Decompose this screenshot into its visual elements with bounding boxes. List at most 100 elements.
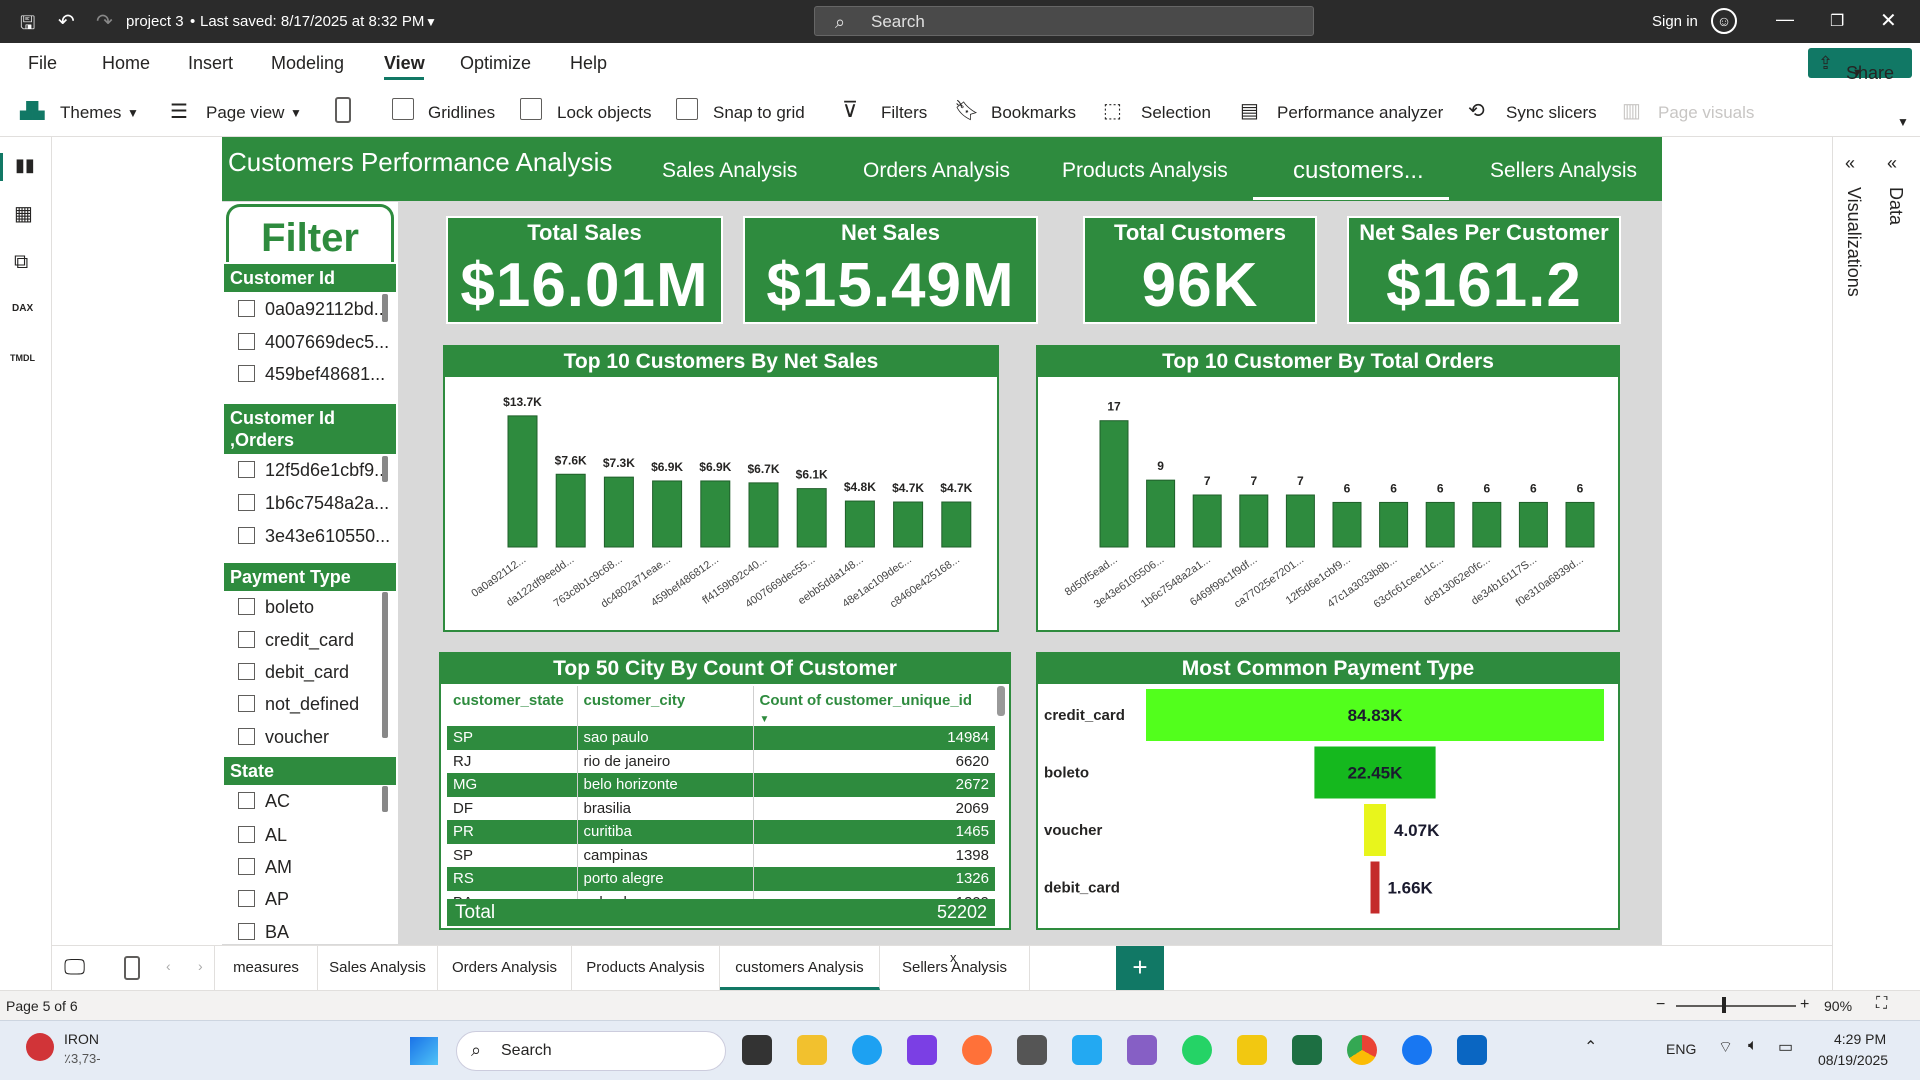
kpi-net-sales[interactable]: Net Sales $15.49M	[743, 216, 1038, 324]
firefox-icon[interactable]	[962, 1035, 992, 1065]
nav-customers-analysis[interactable]: customers...	[1293, 157, 1424, 184]
chart-top10-net-sales[interactable]: Top 10 Customers By Net Sales $13.7K 0a0a…	[443, 345, 999, 632]
mobile-layout-icon[interactable]	[124, 956, 140, 980]
kpi-total-customers[interactable]: Total Customers 96K	[1083, 216, 1317, 324]
restore-icon[interactable]: ❐	[1830, 13, 1845, 30]
bar[interactable]	[941, 501, 972, 548]
desktop-layout-icon[interactable]: 🖵	[64, 954, 86, 979]
zoom-slider-thumb[interactable]	[1722, 997, 1726, 1013]
themes-button[interactable]: Themes	[60, 103, 122, 122]
menu-optimize[interactable]: Optimize	[460, 53, 532, 73]
redo-icon[interactable]: ↷	[96, 11, 113, 33]
slicer-scrollbar[interactable]	[382, 456, 388, 482]
bar[interactable]	[603, 476, 634, 548]
nav-orders-analysis[interactable]: Orders Analysis	[863, 159, 1011, 182]
bar[interactable]	[1192, 494, 1222, 548]
bookmarks-button[interactable]: Bookmarks	[991, 103, 1077, 122]
bar[interactable]	[1332, 501, 1362, 548]
bar[interactable]	[1565, 501, 1595, 548]
chevron-down-icon[interactable]: ▼	[425, 15, 437, 29]
zoom-slider[interactable]	[1676, 1005, 1796, 1007]
slicer-item[interactable]: 12f5d6e1cbf9...	[238, 460, 389, 481]
stock-widget-icon[interactable]	[26, 1033, 54, 1061]
funnel-bar[interactable]	[1314, 746, 1436, 799]
tmdl-view-icon[interactable]: TMDL	[10, 353, 35, 363]
slicer-item[interactable]: debit_card	[238, 662, 349, 683]
volume-icon[interactable]: 🔈︎	[1748, 1037, 1758, 1054]
page-tab-customers-analysis[interactable]: customers Analysis	[720, 946, 880, 990]
share-button[interactable]: ⇪ Share ▼	[1808, 48, 1912, 83]
bar[interactable]	[1285, 494, 1315, 548]
lock-objects-checkbox[interactable]	[520, 98, 542, 125]
linkedin-icon[interactable]	[1457, 1035, 1487, 1065]
sync-slicers-button[interactable]: Sync slicers	[1506, 103, 1597, 122]
bar[interactable]	[652, 480, 683, 548]
bar[interactable]	[796, 488, 827, 548]
save-icon[interactable]: 🖫	[20, 13, 36, 33]
bar[interactable]	[1239, 494, 1269, 548]
bar[interactable]	[1425, 501, 1455, 548]
table-view-icon[interactable]: ▦	[14, 203, 33, 225]
bar[interactable]	[507, 415, 538, 548]
table-row[interactable]: RS porto alegre 1326	[447, 867, 995, 891]
header-customer-state[interactable]: customer_state	[447, 686, 578, 726]
dax-query-icon[interactable]: DAX	[12, 303, 34, 314]
data-pane-label[interactable]: Data	[1886, 187, 1906, 226]
page-tab-orders-analysis[interactable]: Orders Analysis	[438, 946, 572, 990]
bar[interactable]	[1146, 479, 1176, 548]
slicer-item[interactable]: credit_card	[238, 630, 354, 651]
table-row[interactable]: SP campinas 1398	[447, 843, 995, 867]
zoom-out-icon[interactable]: −	[1656, 996, 1666, 1013]
bar[interactable]	[893, 501, 924, 548]
menu-modeling[interactable]: Modeling	[271, 53, 345, 73]
slicer-scrollbar[interactable]	[382, 786, 388, 812]
chrome-icon[interactable]	[1347, 1035, 1377, 1065]
page-view-button[interactable]: Page view	[206, 103, 285, 122]
report-view-icon[interactable]: ▮▮	[15, 155, 35, 175]
nav-products-analysis[interactable]: Products Analysis	[1062, 159, 1228, 182]
page-tab-measures[interactable]: measures	[214, 946, 318, 990]
collapse-data-icon[interactable]: «	[1887, 153, 1898, 173]
slicer-item[interactable]: AC	[238, 791, 290, 812]
table-row[interactable]: MG belo horizonte 2672	[447, 773, 995, 797]
avatar-icon[interactable]: ☺	[1711, 8, 1737, 34]
last-saved[interactable]: Last saved: 8/17/2025 at 8:32 PM	[200, 13, 425, 30]
slicer-item[interactable]: voucher	[238, 727, 329, 748]
chevron-down-icon[interactable]: ▼	[1897, 115, 1909, 129]
chart-top10-total-orders[interactable]: Top 10 Customer By Total Orders 17 8d50f5…	[1036, 345, 1620, 632]
gridlines-checkbox[interactable]	[392, 98, 414, 125]
store-icon[interactable]	[907, 1035, 937, 1065]
zoom-in-icon[interactable]: +	[1800, 996, 1810, 1013]
slicer-item[interactable]: 0a0a92112bd...	[238, 299, 389, 320]
wifi-icon[interactable]: ⌔	[1718, 1039, 1734, 1056]
performance-analyzer-button[interactable]: Performance analyzer	[1277, 103, 1444, 122]
facebook-icon[interactable]	[1402, 1035, 1432, 1065]
bar[interactable]	[748, 482, 779, 548]
edge-icon[interactable]	[852, 1035, 882, 1065]
chevron-down-icon[interactable]: ▼	[290, 106, 302, 120]
chart-payment-type[interactable]: Most Common Payment Type credit_card 84.8…	[1036, 652, 1620, 930]
whatsapp-icon[interactable]	[1182, 1035, 1212, 1065]
slicer-scrollbar[interactable]	[382, 294, 388, 322]
taskbar-search-input[interactable]: ⌕ Search	[456, 1031, 726, 1071]
funnel-bar[interactable]	[1146, 689, 1604, 741]
page-tab-sales-analysis[interactable]: Sales Analysis	[318, 946, 438, 990]
header-customer-city[interactable]: customer_city	[577, 686, 754, 726]
funnel-bar[interactable]	[1370, 861, 1380, 914]
fit-to-page-icon[interactable]: ⛶	[1876, 995, 1888, 1012]
zoom-level[interactable]: 90%	[1824, 998, 1853, 1014]
slicer-scrollbar[interactable]	[382, 592, 388, 738]
table-row[interactable]: SP sao paulo 14984	[447, 726, 995, 750]
slicer-item[interactable]: 3e43e610550...	[238, 526, 390, 547]
nav-sales-analysis[interactable]: Sales Analysis	[662, 159, 798, 182]
table-top50-city[interactable]: Top 50 City By Count Of Customer custome…	[439, 652, 1011, 930]
bar[interactable]	[1099, 420, 1129, 548]
slicer-item[interactable]: 459bef48681...	[238, 364, 385, 385]
page-tab-sellers-analysis[interactable]: Sellers Analysis	[880, 946, 1030, 990]
collapse-visualizations-icon[interactable]: «	[1845, 153, 1856, 173]
battery-icon[interactable]: ▭	[1778, 1039, 1794, 1056]
menu-help[interactable]: Help	[570, 53, 608, 73]
slicer-item[interactable]: 1b6c7548a2a...	[238, 493, 389, 514]
table-row[interactable]: RJ rio de janeiro 6620	[447, 749, 995, 773]
powerbi-icon[interactable]	[1237, 1035, 1267, 1065]
